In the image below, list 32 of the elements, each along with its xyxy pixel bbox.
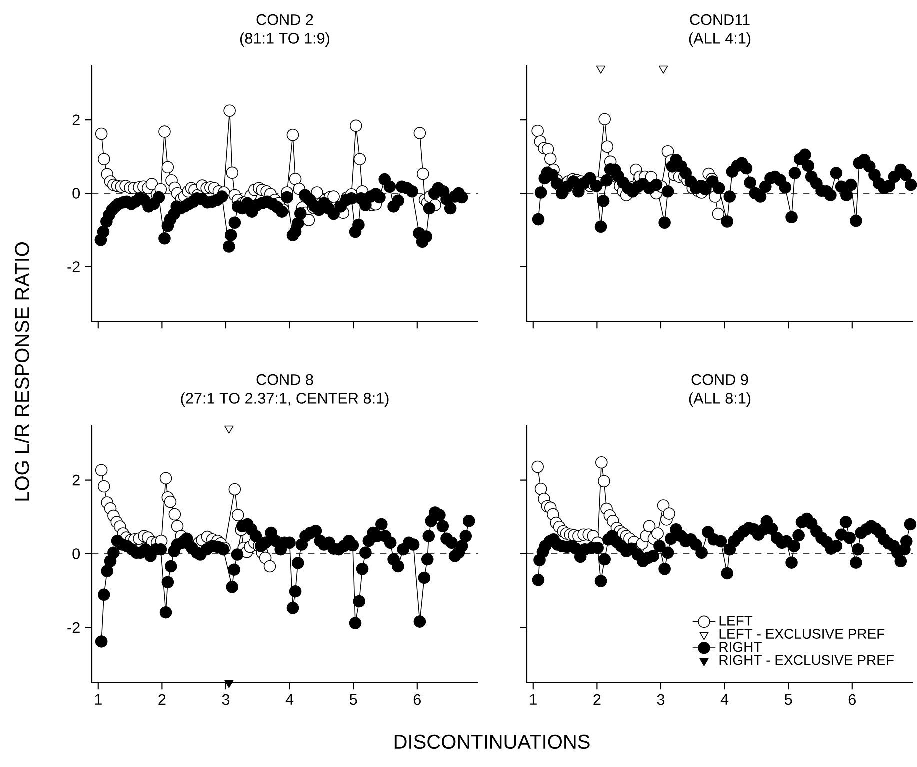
y-tick-label: 0 bbox=[72, 188, 80, 199]
x-tick-label: 3 bbox=[222, 694, 230, 706]
y-tick-label: -2 bbox=[68, 262, 80, 272]
chart-subtitle: (ALL 8:1) bbox=[689, 392, 751, 407]
y-tick-label: -2 bbox=[68, 622, 80, 634]
chart-subtitle: (27:1 TO 2.37:1, CENTER 8:1) bbox=[181, 392, 389, 407]
y-axis-title: LOG L/R RESPONSE RATIO bbox=[14, 242, 30, 501]
legend-label: RIGHT bbox=[720, 642, 762, 652]
chart-title: COND11 bbox=[690, 14, 750, 26]
x-tick-label: 5 bbox=[784, 694, 792, 706]
y-tick-label: 0 bbox=[72, 548, 80, 560]
y-tick-label: 2 bbox=[72, 474, 80, 486]
x-tick-label: 5 bbox=[350, 694, 358, 706]
x-tick-label: 1 bbox=[95, 694, 102, 705]
x-tick-label: 6 bbox=[848, 694, 856, 706]
legend-label: RIGHT - EXCLUSIVE PREF bbox=[720, 655, 894, 666]
x-tick-label: 4 bbox=[720, 694, 729, 705]
chart-title: COND 9 bbox=[692, 374, 748, 386]
x-tick-label: 2 bbox=[158, 694, 166, 706]
chart-subtitle: (81:1 TO 1:9) bbox=[240, 32, 330, 47]
legend-label: LEFT bbox=[720, 616, 753, 626]
x-tick-label: 3 bbox=[657, 694, 665, 706]
y-tick-label: 2 bbox=[72, 114, 80, 126]
x-tick-label: 2 bbox=[594, 694, 601, 706]
chart-title: COND 8 bbox=[256, 374, 314, 386]
x-tick-label: 4 bbox=[286, 694, 294, 705]
x-tick-label: 6 bbox=[414, 694, 421, 706]
legend-label: LEFT - EXCLUSIVE PREF bbox=[720, 629, 885, 640]
x-axis-title: DISCONTINUATIONS bbox=[394, 734, 590, 750]
chart-title: COND 2 bbox=[256, 14, 314, 26]
x-tick-label: 1 bbox=[530, 694, 537, 705]
chart-subtitle: (ALL 4:1) bbox=[689, 32, 751, 47]
